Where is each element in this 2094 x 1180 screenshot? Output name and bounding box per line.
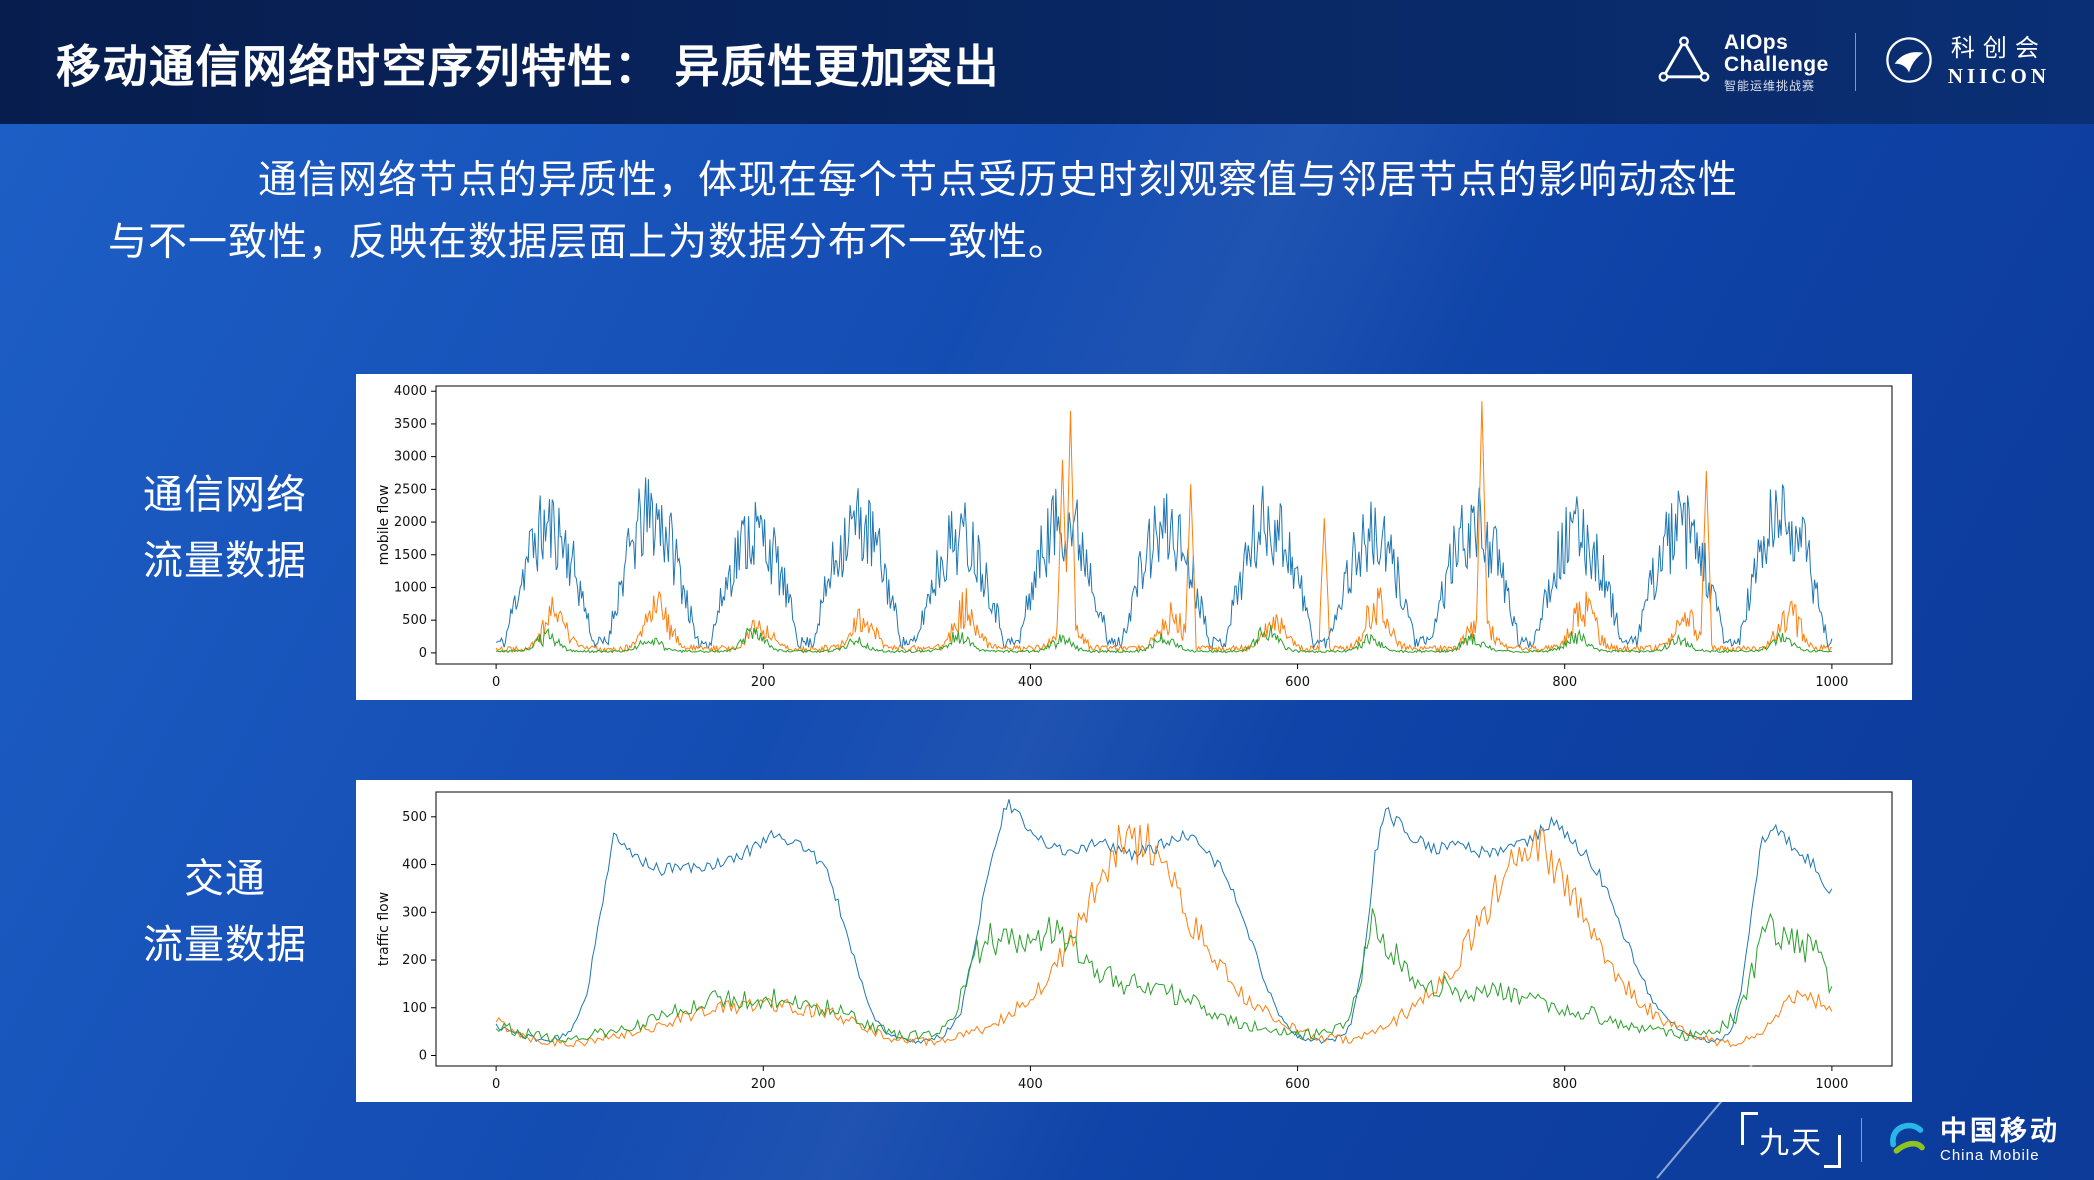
jiutian-logo-text: 九天 bbox=[1759, 1127, 1823, 1160]
svg-text:300: 300 bbox=[402, 905, 427, 920]
svg-text:3000: 3000 bbox=[394, 450, 427, 465]
svg-text:0: 0 bbox=[492, 675, 500, 690]
aiops-challenge-logo: AIOps Challenge 智能运维挑战赛 bbox=[1656, 30, 1829, 93]
svg-text:400: 400 bbox=[402, 858, 427, 873]
footer-logo-divider bbox=[1861, 1118, 1862, 1162]
svg-text:4000: 4000 bbox=[394, 384, 427, 399]
aiops-logo-text: AIOps Challenge 智能运维挑战赛 bbox=[1723, 30, 1829, 93]
svg-text:2500: 2500 bbox=[394, 482, 427, 497]
traffic-flow-label: 交通 流量数据 bbox=[140, 846, 310, 978]
svg-text:600: 600 bbox=[1285, 675, 1310, 690]
svg-text:2000: 2000 bbox=[394, 515, 427, 530]
traffic-flow-chart: 0 100 200 300 400 500 0 200 400 600 800 1000 traffic… bbox=[376, 791, 1893, 1092]
header-logo-divider bbox=[1854, 33, 1856, 91]
intro-paragraph: 通信网络节点的异质性，体现在每个节点受历史时刻观察值与邻居节点的影响动态性 与不… bbox=[108, 150, 2024, 274]
niicon-logo-text: 科创会 NIICON bbox=[1948, 36, 2050, 88]
intro-line-2: 与不一致性，反映在数据层面上为数据分布不一致性。 bbox=[108, 221, 1069, 264]
traffic-flow-panel: 0 100 200 300 400 500 0 200 400 600 800 1000 traffic… bbox=[356, 780, 1912, 1102]
china-mobile-icon bbox=[1882, 1114, 1930, 1167]
intro-line-1: 通信网络节点的异质性，体现在每个节点受历史时刻观察值与邻居节点的影响动态性 bbox=[258, 159, 1739, 202]
aiops-triangle-icon bbox=[1656, 32, 1712, 93]
china-mobile-en: China Mobile bbox=[1940, 1146, 2040, 1164]
svg-text:traffic flow: traffic flow bbox=[376, 892, 392, 966]
svg-text:500: 500 bbox=[402, 613, 427, 628]
mobile-flow-chart: 0 500 1000 1500 2000 2500 3000 3500 4000 0 200 400 6… bbox=[376, 384, 1893, 690]
mobile-flow-label-line2: 流量数据 bbox=[143, 539, 307, 583]
svg-text:800: 800 bbox=[1552, 1077, 1577, 1092]
aiops-logo-line2: Challenge bbox=[1723, 52, 1829, 76]
traffic-flow-label-line2: 流量数据 bbox=[143, 923, 307, 967]
niicon-logo-en: NIICON bbox=[1947, 63, 2050, 88]
header-logos: AIOps Challenge 智能运维挑战赛 科创会 NIICON bbox=[1656, 30, 2050, 93]
svg-text:1500: 1500 bbox=[394, 548, 427, 563]
svg-text:500: 500 bbox=[402, 810, 427, 825]
svg-text:3500: 3500 bbox=[394, 417, 427, 432]
jiutian-logo: 九天 bbox=[1741, 1112, 1841, 1168]
footer-logos: 九天 中国移动 China Mobile bbox=[1741, 1112, 2060, 1168]
traffic-flow-label-line1: 交通 bbox=[184, 857, 266, 901]
svg-text:1000: 1000 bbox=[1815, 1077, 1848, 1092]
title-bar: 移动通信网络时空序列特性： 异质性更加突出 AIOps Challenge 智能… bbox=[0, 0, 2094, 124]
svg-text:200: 200 bbox=[751, 1077, 776, 1092]
mobile-flow-panel: 0 500 1000 1500 2000 2500 3000 3500 4000 0 200 400 6… bbox=[356, 374, 1912, 700]
svg-text:1000: 1000 bbox=[394, 580, 427, 595]
mobile-flow-label: 通信网络 流量数据 bbox=[140, 462, 310, 594]
svg-text:0: 0 bbox=[419, 646, 427, 661]
svg-text:0: 0 bbox=[419, 1048, 427, 1063]
svg-text:800: 800 bbox=[1552, 675, 1577, 690]
svg-text:200: 200 bbox=[751, 675, 776, 690]
svg-text:1000: 1000 bbox=[1815, 675, 1848, 690]
page-title: 移动通信网络时空序列特性： 异质性更加突出 bbox=[56, 40, 1001, 92]
niicon-logo-cn: 科创会 bbox=[1950, 36, 2047, 63]
svg-text:400: 400 bbox=[1018, 675, 1043, 690]
niicon-emblem-icon bbox=[1882, 33, 1936, 92]
svg-text:200: 200 bbox=[402, 953, 427, 968]
china-mobile-cn: 中国移动 bbox=[1940, 1115, 2060, 1146]
svg-text:100: 100 bbox=[402, 1001, 427, 1016]
svg-text:600: 600 bbox=[1285, 1077, 1310, 1092]
svg-text:400: 400 bbox=[1018, 1077, 1043, 1092]
svg-text:0: 0 bbox=[492, 1077, 500, 1092]
aiops-logo-subtitle: 智能运维挑战赛 bbox=[1723, 78, 1815, 93]
niicon-logo: 科创会 NIICON bbox=[1882, 33, 2050, 92]
china-mobile-logo: 中国移动 China Mobile bbox=[1882, 1114, 2060, 1167]
china-mobile-text: 中国移动 China Mobile bbox=[1940, 1116, 2060, 1164]
mobile-flow-label-line1: 通信网络 bbox=[143, 473, 307, 517]
svg-text:mobile flow: mobile flow bbox=[376, 485, 392, 566]
aiops-logo-line1: AIOps bbox=[1723, 30, 1789, 54]
